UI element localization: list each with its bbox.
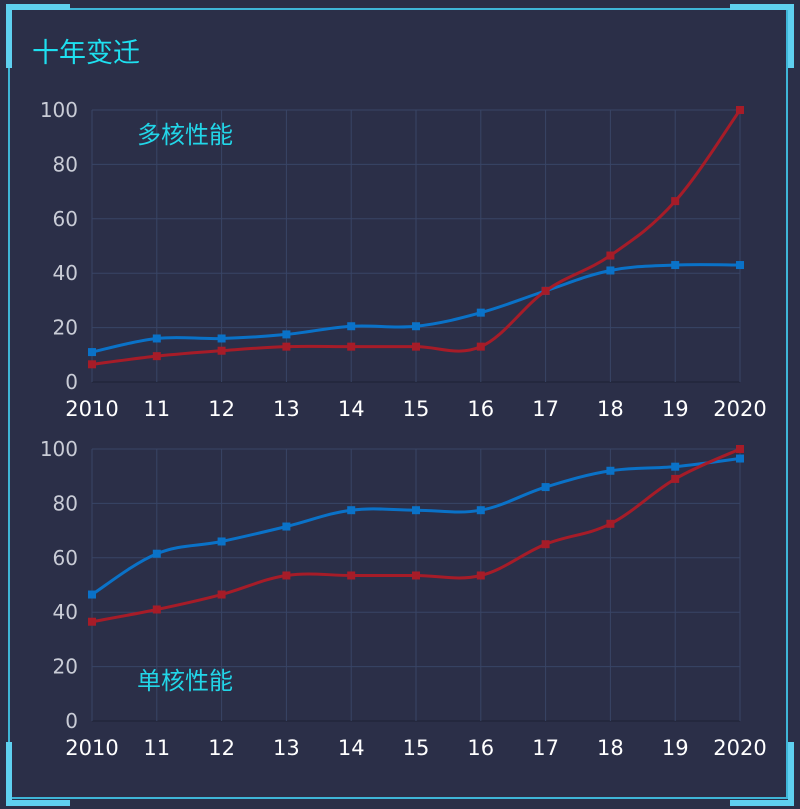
data-point [476,308,485,317]
corner-top-right [730,4,794,10]
data-point [88,348,96,357]
data-point [347,571,356,580]
data-point [282,342,291,351]
x-tick-label: 14 [338,397,365,421]
data-point [412,342,420,351]
x-tick-label: 16 [467,397,494,421]
y-tick-label: 0 [65,370,78,394]
x-tick-label: 17 [532,397,559,421]
data-point [217,590,226,599]
data-point [736,261,744,270]
data-point [671,197,680,206]
x-tick-label: 17 [532,736,559,760]
data-point [347,342,356,351]
series-line-1 [91,109,742,366]
data-point [671,474,680,483]
data-point [476,506,485,515]
x-tick-label: 11 [143,736,170,760]
y-tick-label: 80 [53,491,78,515]
x-tick-label: 2010 [65,736,118,760]
x-tick-label: 12 [208,397,235,421]
data-point [606,251,615,260]
data-point [736,454,744,463]
data-point [412,571,420,580]
data-point [541,540,550,549]
x-tick-label: 14 [338,736,365,760]
corner-bottom-right-v [788,742,794,806]
data-point [412,506,420,515]
corner-bottom-left-v [6,742,12,806]
data-point [282,522,291,531]
corner-bottom-left [6,800,70,806]
y-tick-label: 20 [53,655,78,679]
y-tick-label: 40 [53,600,78,624]
x-tick-label: 2020 [713,736,766,760]
y-tick-label: 60 [53,207,78,231]
x-tick-label: 12 [208,736,235,760]
data-point [152,352,161,361]
x-tick-label: 18 [597,736,624,760]
data-point [476,571,485,580]
data-point [282,571,291,580]
dashboard-panel [8,8,788,799]
x-tick-label: 18 [597,397,624,421]
corner-top-left-v [6,4,12,68]
x-tick-label: 11 [143,397,170,421]
data-point [152,605,161,614]
x-tick-label: 15 [403,397,430,421]
corner-bottom-right [730,800,794,806]
data-point [476,342,485,351]
data-point [88,590,96,599]
y-tick-label: 100 [40,98,78,122]
data-point [217,537,226,546]
data-point [217,346,226,355]
x-tick-label: 19 [662,397,689,421]
data-point [606,266,615,275]
data-point [347,322,356,331]
data-point [88,617,96,626]
data-point [152,334,161,343]
corner-top-right-v [788,4,794,68]
y-tick-label: 100 [40,437,78,461]
data-point [347,506,356,515]
x-tick-label: 13 [273,736,300,760]
x-tick-label: 13 [273,397,300,421]
chart-label: 单核性能 [137,667,233,695]
data-point [541,483,550,492]
x-tick-label: 2020 [713,397,766,421]
data-point [736,106,744,114]
data-point [671,462,680,471]
data-point [606,466,615,475]
corner-top-left [6,4,70,10]
x-tick-label: 2010 [65,397,118,421]
data-point [541,286,550,295]
data-point [671,261,680,270]
data-point [282,330,291,339]
y-tick-label: 80 [53,152,78,176]
data-point [412,322,420,331]
data-point [736,445,744,453]
x-tick-label: 15 [403,736,430,760]
y-tick-label: 40 [53,261,78,285]
y-tick-label: 0 [65,709,78,733]
data-point [217,334,226,343]
x-tick-label: 16 [467,736,494,760]
y-tick-label: 20 [53,316,78,340]
page-title: 十年变迁 [32,38,140,69]
data-point [152,549,161,558]
chart-label: 多核性能 [137,121,233,149]
x-tick-label: 19 [662,736,689,760]
data-point [88,360,96,369]
y-tick-label: 60 [53,546,78,570]
data-point [606,519,615,528]
